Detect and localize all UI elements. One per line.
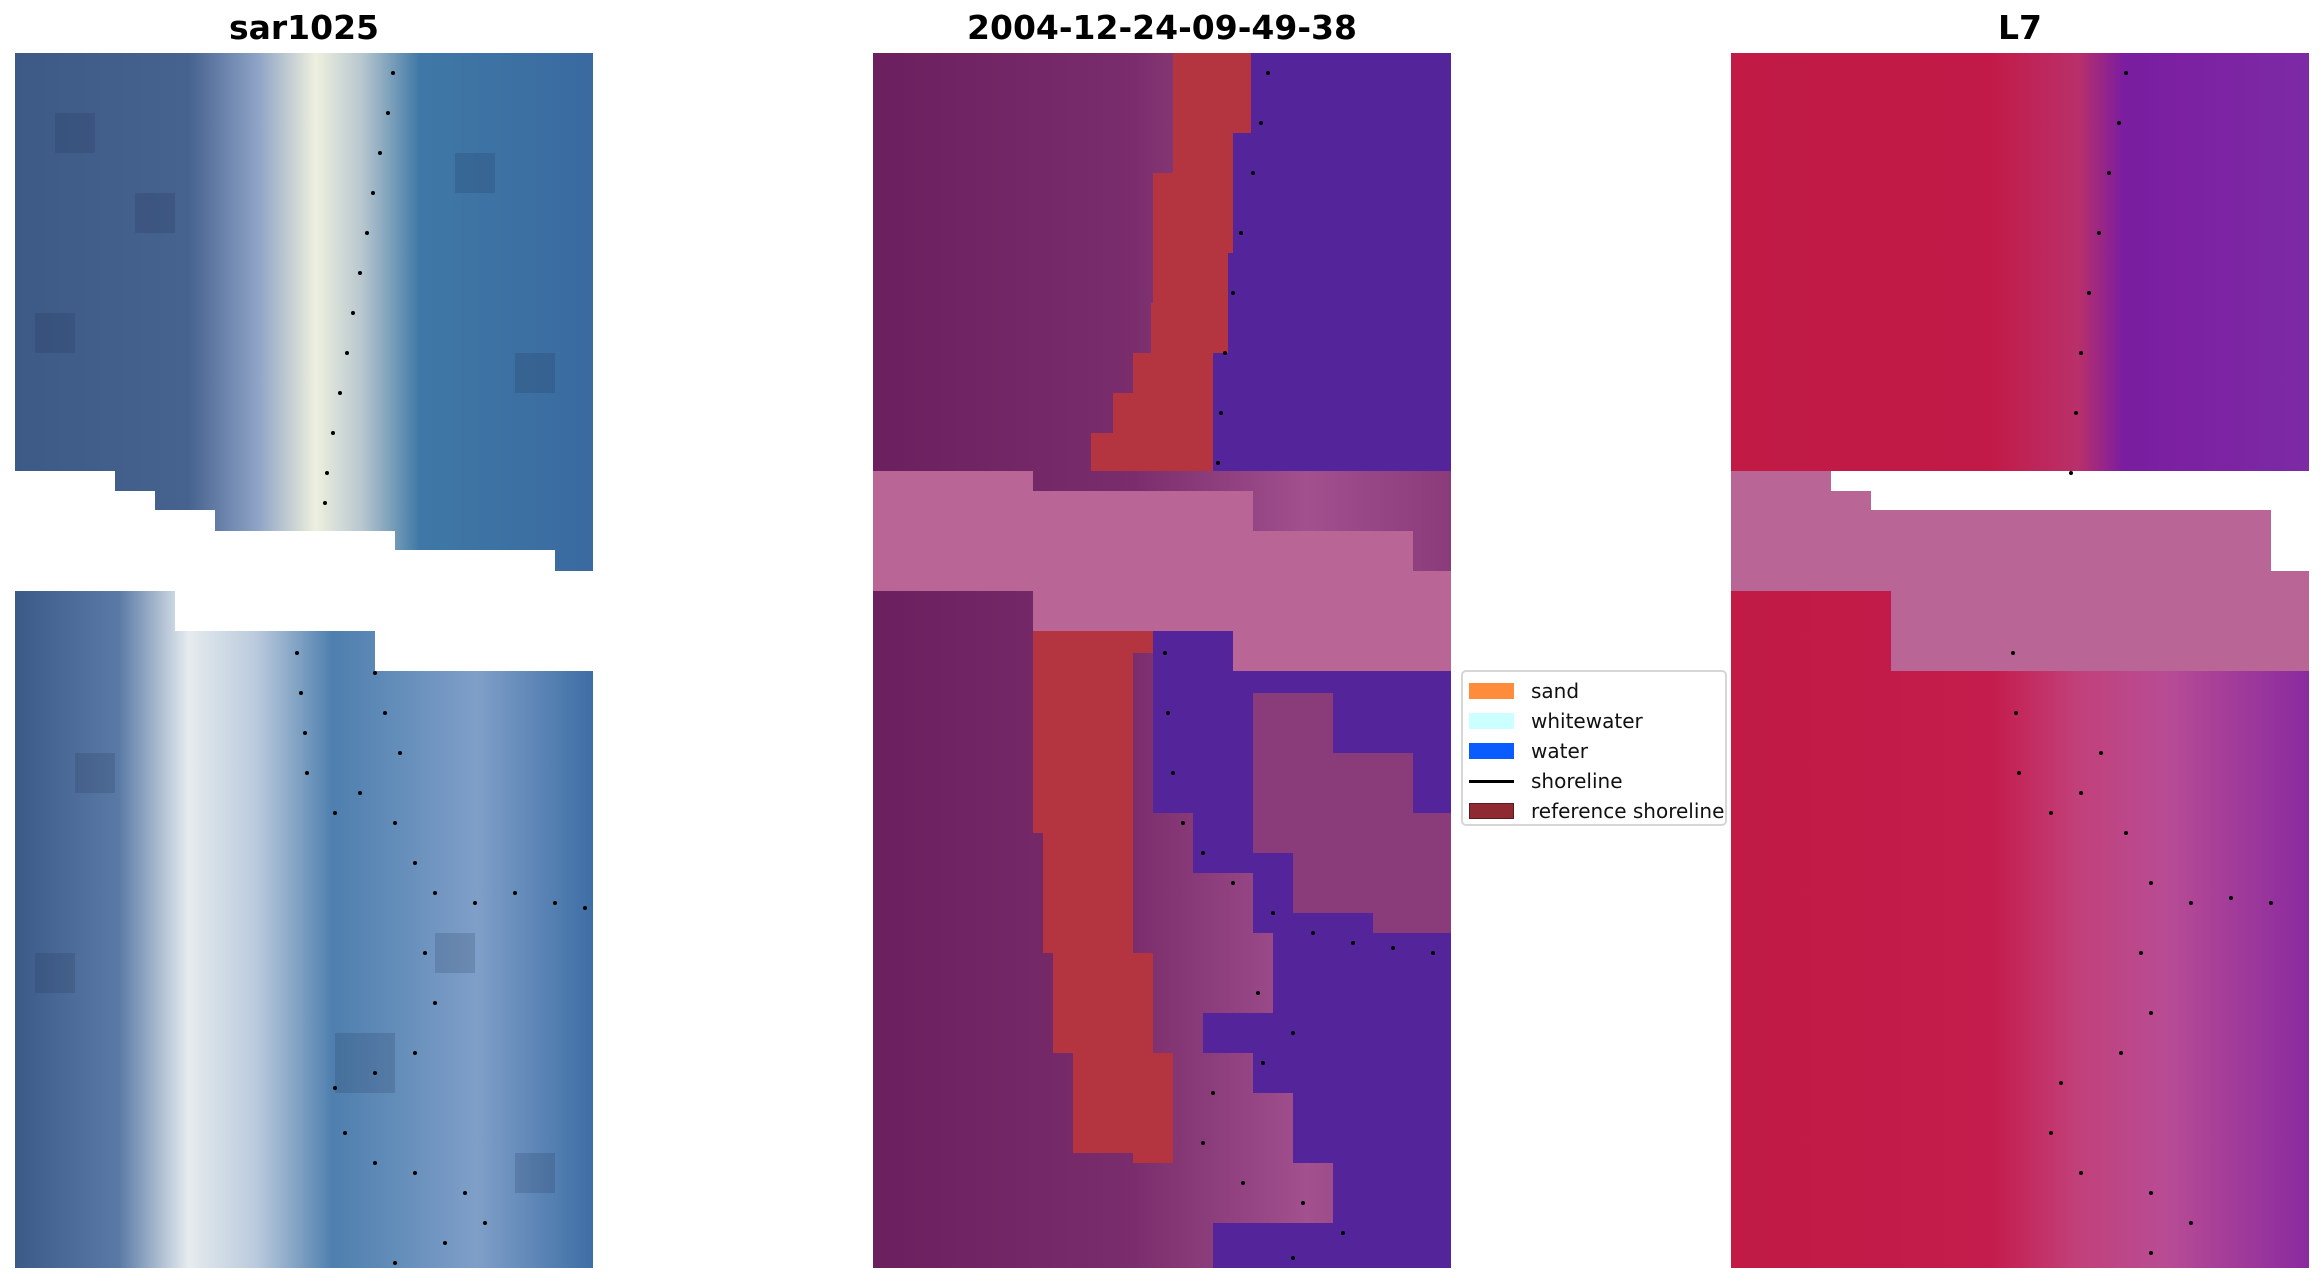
reference-shoreline-swatch-icon	[1469, 803, 1514, 819]
legend-item-whitewater: whitewater	[1463, 706, 1725, 736]
shoreline-line-icon	[1469, 780, 1514, 783]
legend: sand whitewater water shoreline referenc…	[1461, 670, 1727, 826]
rgb-image-panel	[15, 53, 593, 1268]
legend-item-water: water	[1463, 736, 1725, 766]
index-image	[1731, 53, 2309, 1268]
index-image-panel	[1731, 53, 2309, 1268]
panel-title-index: L7	[1998, 8, 2042, 47]
water-swatch-icon	[1469, 743, 1514, 759]
legend-label: water	[1531, 739, 1588, 763]
legend-label: reference shoreline	[1531, 799, 1725, 823]
legend-label: shoreline	[1531, 769, 1623, 793]
panel-title-rgb: sar1025	[228, 8, 380, 47]
legend-label: whitewater	[1531, 709, 1643, 733]
legend-item-shoreline: shoreline	[1463, 766, 1725, 796]
legend-item-sand: sand	[1463, 676, 1725, 706]
sand-swatch-icon	[1469, 683, 1514, 699]
legend-label: sand	[1531, 679, 1580, 703]
classified-image	[873, 53, 1451, 1268]
rgb-image	[15, 53, 593, 1268]
panel-title-classified: 2004-12-24-09-49-38	[967, 8, 1357, 47]
whitewater-swatch-icon	[1469, 713, 1514, 729]
legend-item-reference-shoreline: reference shoreline	[1463, 796, 1725, 826]
classified-image-panel	[873, 53, 1451, 1268]
